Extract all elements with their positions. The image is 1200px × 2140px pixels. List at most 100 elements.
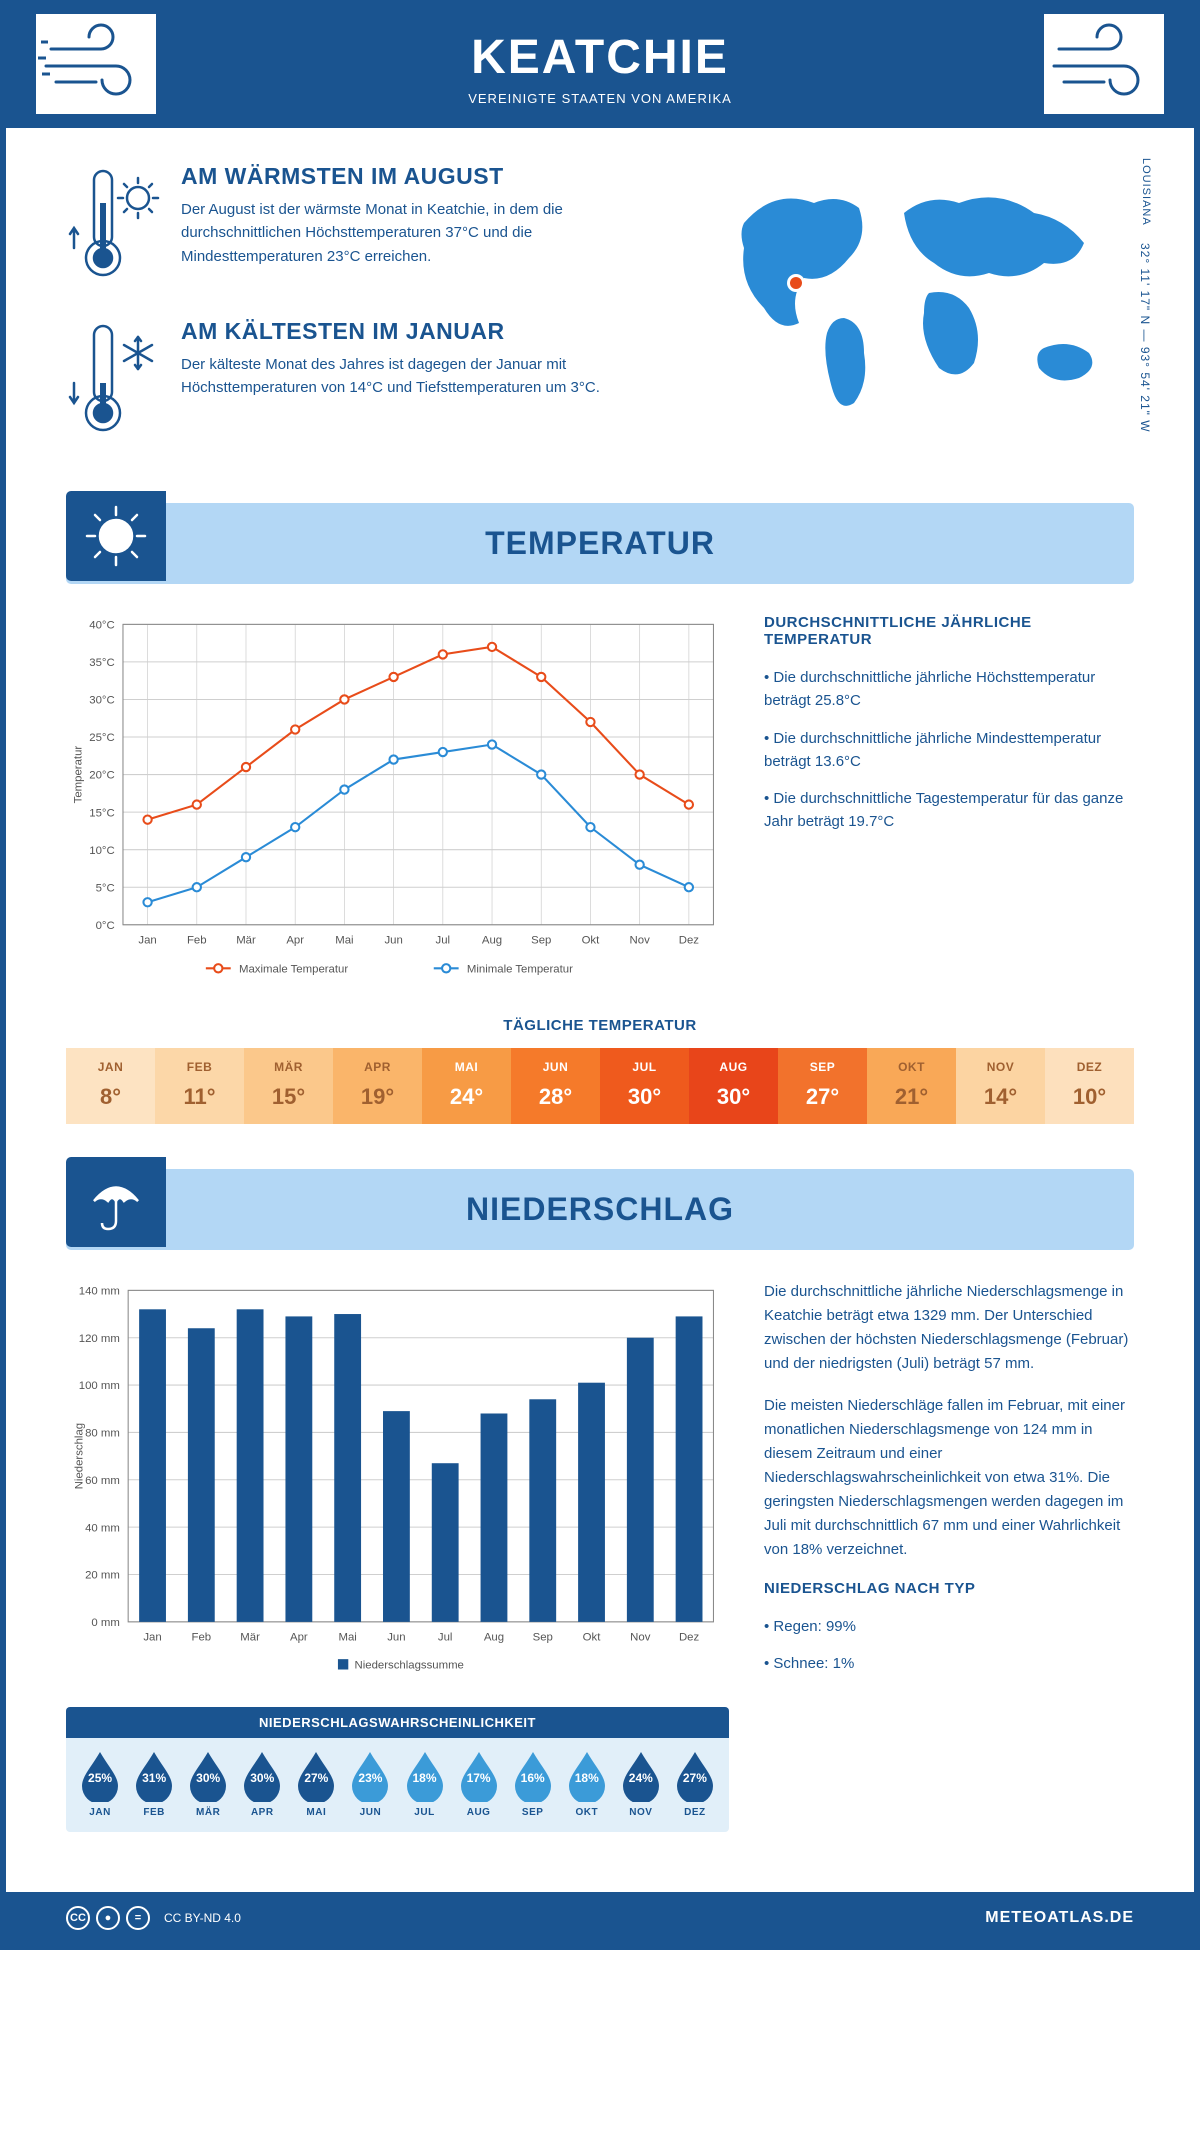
svg-text:Nov: Nov <box>630 1631 651 1643</box>
svg-text:35°C: 35°C <box>89 657 114 669</box>
thermometer-cold-icon <box>66 318 161 443</box>
svg-text:Jun: Jun <box>384 934 402 946</box>
svg-text:5°C: 5°C <box>96 882 115 894</box>
daily-temp-title: TÄGLICHE TEMPERATUR <box>66 1017 1134 1034</box>
precip-title: NIEDERSCHLAG <box>88 1191 1112 1228</box>
cold-fact-title: AM KÄLTESTEN IM JANUAR <box>181 318 664 345</box>
svg-text:Maximale Temperatur: Maximale Temperatur <box>239 963 348 975</box>
temp-bullet: Die durchschnittliche jährliche Höchstte… <box>764 666 1134 713</box>
footer: CC ● = CC BY-ND 4.0 METEOATLAS.DE <box>6 1892 1194 1944</box>
cc-icon: CC <box>66 1906 90 1930</box>
precip-section-header: NIEDERSCHLAG <box>66 1169 1134 1250</box>
probability-item: 16%SEP <box>507 1748 559 1818</box>
svg-text:Minimale Temperatur: Minimale Temperatur <box>467 963 573 975</box>
temp-cell: NOV14° <box>956 1048 1045 1124</box>
precip-paragraph: Die durchschnittliche jährliche Niedersc… <box>764 1280 1134 1376</box>
temp-cell: JUL30° <box>600 1048 689 1124</box>
svg-text:30°C: 30°C <box>89 695 114 707</box>
page-title: KEATCHIE <box>6 30 1194 85</box>
temperature-chart-row: 0°C5°C10°C15°C20°C25°C30°C35°C40°CJanFeb… <box>66 614 1134 992</box>
svg-text:Okt: Okt <box>582 934 601 946</box>
main-content: AM WÄRMSTEN IM AUGUST Der August ist der… <box>6 128 1194 1892</box>
temp-cell: MÄR15° <box>244 1048 333 1124</box>
by-icon: ● <box>96 1906 120 1930</box>
temp-cell: FEB11° <box>155 1048 244 1124</box>
probability-item: 18%JUL <box>398 1748 450 1818</box>
coords-label: 32° 11' 17" N — 93° 54' 21" W <box>1138 243 1152 433</box>
temp-bullet: Die durchschnittliche Tagestemperatur fü… <box>764 787 1134 834</box>
svg-text:Mär: Mär <box>236 934 256 946</box>
svg-text:Dez: Dez <box>679 1631 700 1643</box>
svg-text:Jan: Jan <box>143 1631 161 1643</box>
svg-text:Aug: Aug <box>484 1631 504 1643</box>
svg-text:0 mm: 0 mm <box>91 1617 119 1629</box>
temperature-section-header: TEMPERATUR <box>66 503 1134 584</box>
probability-item: 27%DEZ <box>669 1748 721 1818</box>
temp-bullets: Die durchschnittliche jährliche Höchstte… <box>764 666 1134 834</box>
temperature-title: TEMPERATUR <box>88 525 1112 562</box>
svg-text:Nov: Nov <box>630 934 651 946</box>
svg-text:Sep: Sep <box>531 934 551 946</box>
precip-chart-row: 0 mm20 mm40 mm60 mm80 mm100 mm120 mm140 … <box>66 1280 1134 1832</box>
probability-item: 18%OKT <box>561 1748 613 1818</box>
svg-text:Mär: Mär <box>240 1631 260 1643</box>
temp-cell: APR19° <box>333 1048 422 1124</box>
warm-fact: AM WÄRMSTEN IM AUGUST Der August ist der… <box>66 163 664 288</box>
svg-text:40 mm: 40 mm <box>85 1522 120 1534</box>
temp-cell: SEP27° <box>778 1048 867 1124</box>
svg-text:Dez: Dez <box>679 934 700 946</box>
header: KEATCHIE VEREINIGTE STAATEN VON AMERIKA <box>6 0 1194 128</box>
svg-text:Sep: Sep <box>533 1631 553 1643</box>
precip-description: Die durchschnittliche jährliche Niedersc… <box>764 1280 1134 1562</box>
umbrella-icon <box>66 1157 166 1247</box>
svg-text:Jun: Jun <box>387 1631 405 1643</box>
svg-text:Jul: Jul <box>438 1631 453 1643</box>
temp-cell: OKT21° <box>867 1048 956 1124</box>
wind-icon <box>1044 14 1164 114</box>
temperature-line-chart: 0°C5°C10°C15°C20°C25°C30°C35°C40°CJanFeb… <box>66 614 729 987</box>
precip-type-title: NIEDERSCHLAG NACH TYP <box>764 1580 1134 1597</box>
probability-item: 17%AUG <box>453 1748 505 1818</box>
precip-bar-chart: 0 mm20 mm40 mm60 mm80 mm100 mm120 mm140 … <box>66 1280 729 1684</box>
probability-box: NIEDERSCHLAGSWAHRSCHEINLICHKEIT 25%JAN31… <box>66 1707 729 1832</box>
license-row: CC ● = CC BY-ND 4.0 <box>66 1906 241 1930</box>
svg-text:100 mm: 100 mm <box>79 1380 120 1392</box>
probability-item: 23%JUN <box>344 1748 396 1818</box>
temp-cell: AUG30° <box>689 1048 778 1124</box>
probability-item: 27%MAI <box>290 1748 342 1818</box>
svg-text:140 mm: 140 mm <box>79 1285 120 1297</box>
precip-type-item: Regen: 99% <box>764 1615 1134 1638</box>
license-label: CC BY-ND 4.0 <box>164 1911 241 1925</box>
page-subtitle: VEREINIGTE STAATEN VON AMERIKA <box>6 91 1194 106</box>
probability-title: NIEDERSCHLAGSWAHRSCHEINLICHKEIT <box>66 1707 729 1738</box>
precip-paragraph: Die meisten Niederschläge fallen im Febr… <box>764 1394 1134 1562</box>
svg-text:20 mm: 20 mm <box>85 1570 120 1582</box>
svg-text:40°C: 40°C <box>89 620 114 632</box>
probability-item: 30%APR <box>236 1748 288 1818</box>
region-label: LOUISIANA <box>1140 158 1152 226</box>
svg-text:Mai: Mai <box>338 1631 356 1643</box>
intro-row: AM WÄRMSTEN IM AUGUST Der August ist der… <box>66 163 1134 473</box>
nd-icon: = <box>126 1906 150 1930</box>
precip-type-list: Regen: 99% Schnee: 1% <box>764 1615 1134 1676</box>
probability-item: 24%NOV <box>615 1748 667 1818</box>
temp-cell: JAN8° <box>66 1048 155 1124</box>
temp-side-heading: DURCHSCHNITTLICHE JÄHRLICHE TEMPERATUR <box>764 614 1134 648</box>
thermometer-hot-icon <box>66 163 161 288</box>
sun-icon <box>66 491 166 581</box>
probability-item: 31%FEB <box>128 1748 180 1818</box>
svg-text:80 mm: 80 mm <box>85 1428 120 1440</box>
svg-text:Okt: Okt <box>583 1631 602 1643</box>
svg-text:Feb: Feb <box>187 934 207 946</box>
svg-text:Apr: Apr <box>286 934 304 946</box>
svg-text:Jan: Jan <box>138 934 156 946</box>
precip-type-item: Schnee: 1% <box>764 1652 1134 1675</box>
svg-text:Jul: Jul <box>436 934 451 946</box>
svg-text:15°C: 15°C <box>89 807 114 819</box>
svg-text:Apr: Apr <box>290 1631 308 1643</box>
warm-fact-title: AM WÄRMSTEN IM AUGUST <box>181 163 664 190</box>
svg-text:Aug: Aug <box>482 934 502 946</box>
svg-text:60 mm: 60 mm <box>85 1475 120 1487</box>
probability-item: 25%JAN <box>74 1748 126 1818</box>
cold-fact: AM KÄLTESTEN IM JANUAR Der kälteste Mona… <box>66 318 664 443</box>
